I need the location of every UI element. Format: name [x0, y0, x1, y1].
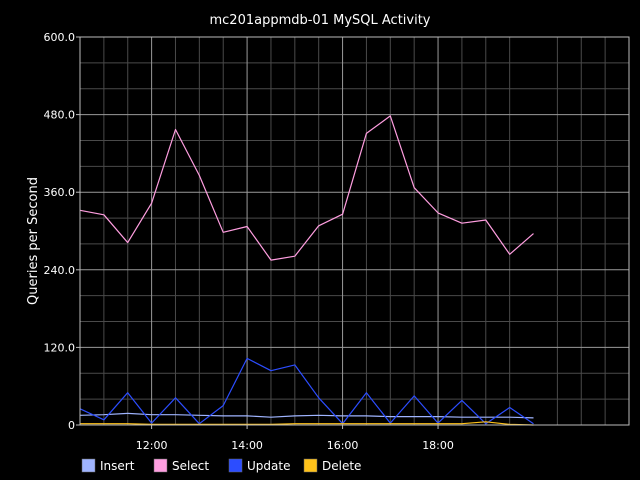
- x-tick-label: 16:00: [327, 439, 359, 452]
- series-line-update: [79, 357, 534, 425]
- y-tick-label: 120.0: [44, 341, 76, 354]
- legend-label-update: Update: [247, 459, 290, 473]
- legend-swatch-insert: [81, 458, 96, 473]
- y-tick-label: 480.0: [44, 109, 76, 122]
- minor-grid: [79, 37, 629, 425]
- legend-label-delete: Delete: [322, 459, 361, 473]
- x-tick-label: 14:00: [231, 439, 263, 452]
- y-tick-label: 0: [68, 419, 75, 432]
- series-line-delete: [80, 421, 534, 426]
- y-axis-label: Queries per Second: [26, 177, 41, 305]
- legend-swatch-delete: [303, 458, 318, 473]
- legend: Insert Select Update Delete: [81, 458, 361, 473]
- chart-title: mc201appmdb-01 MySQL Activity: [209, 13, 430, 28]
- legend-label-select: Select: [172, 459, 209, 473]
- x-tick-label: 18:00: [422, 439, 454, 452]
- legend-swatch-update: [228, 458, 243, 473]
- y-tick-label: 240.0: [44, 264, 76, 277]
- series-line-insert: [79, 412, 534, 419]
- y-tick-label: 600.0: [44, 31, 76, 44]
- plot-frame: [79, 36, 630, 426]
- x-axis-ticks: 12:00 14:00 16:00 18:00: [136, 425, 454, 452]
- series-layer: [79, 115, 534, 426]
- series-line-select: [79, 115, 534, 261]
- x-tick-label: 12:00: [136, 439, 168, 452]
- legend-label-insert: Insert: [100, 459, 135, 473]
- y-tick-label: 360.0: [44, 186, 76, 199]
- y-axis-ticks: 0 120.0 240.0 360.0 480.0 600.0: [44, 31, 80, 432]
- legend-swatch-select: [153, 458, 168, 473]
